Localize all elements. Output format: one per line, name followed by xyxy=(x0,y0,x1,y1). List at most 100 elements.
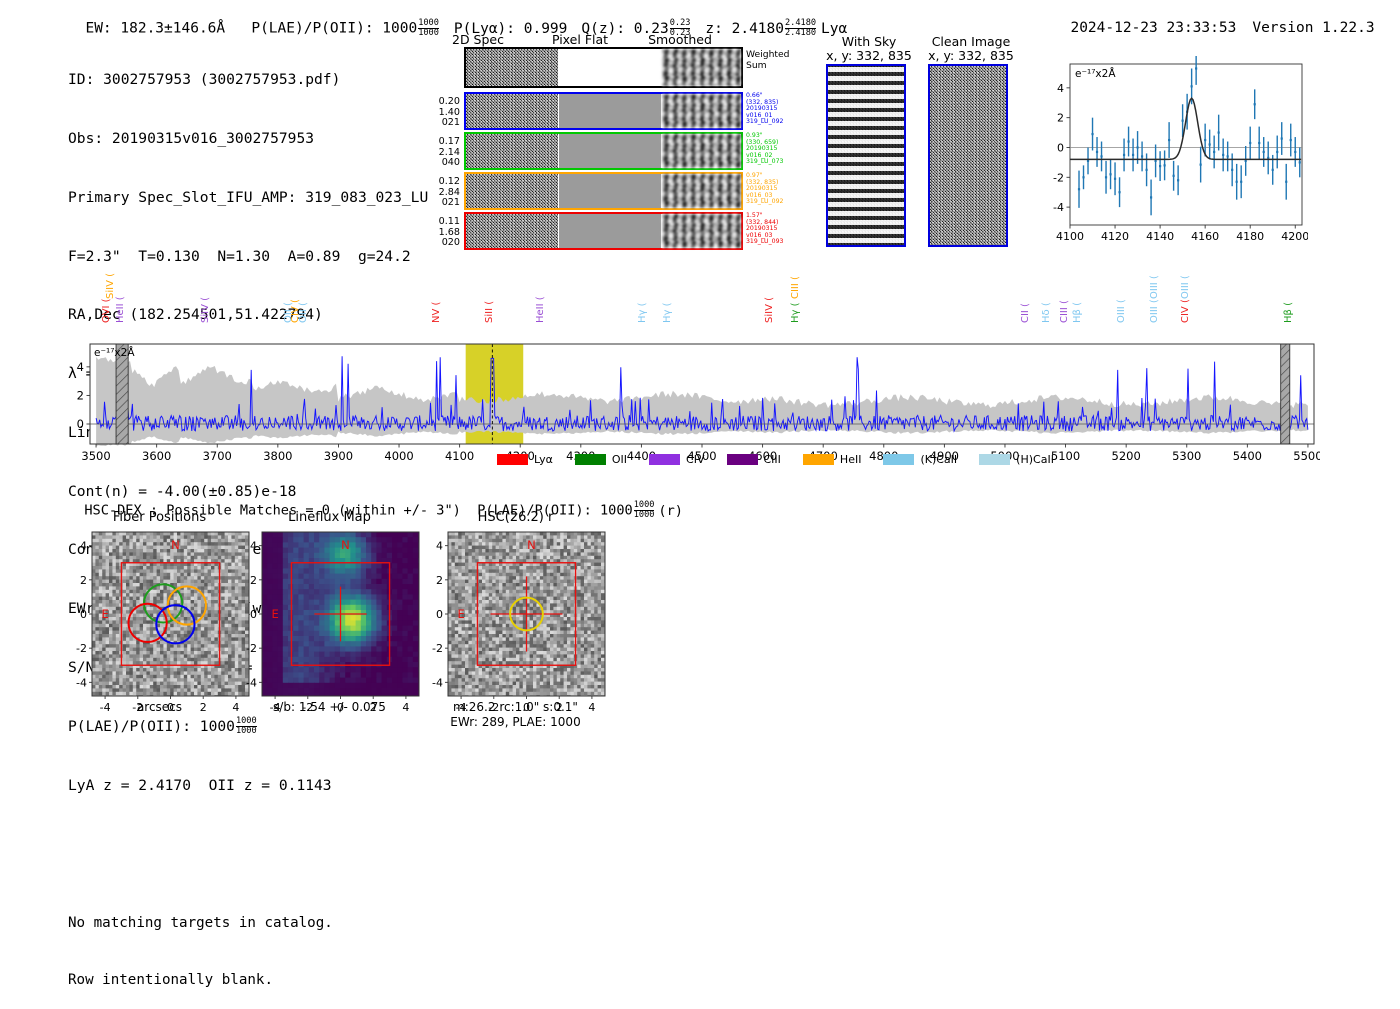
legend-swatch-civ xyxy=(649,454,680,465)
weighted-sum-smoothed xyxy=(662,49,741,86)
svg-text:4100: 4100 xyxy=(1056,230,1084,243)
legend-swatch-heii xyxy=(803,454,834,465)
fiber-row-smoothed xyxy=(662,214,741,248)
line-label-siii: SiII ( xyxy=(484,301,495,323)
info-line-id: ID: 3002757953 (3002757953.pdf) xyxy=(68,70,428,90)
line-label-ciii: CIII ( xyxy=(1059,300,1070,323)
svg-text:-2: -2 xyxy=(1053,171,1064,184)
svg-text:-2: -2 xyxy=(432,642,443,655)
svg-text:E: E xyxy=(101,607,108,621)
svg-text:4200: 4200 xyxy=(1281,230,1308,243)
svg-text:-4: -4 xyxy=(76,676,87,689)
cutout-clean-image: Clean Image x, y: 332, 835 xyxy=(928,34,1014,250)
footer-line-2: Row intentionally blank. xyxy=(68,971,333,990)
legend-label-ciii: CIII xyxy=(764,453,781,466)
legend-label-lyα: Lyα xyxy=(534,453,553,466)
svg-text:2: 2 xyxy=(250,574,257,587)
legend-swatch-hcaii xyxy=(979,454,1010,465)
legend-label-oii: OII xyxy=(612,453,627,466)
panel-fiber-positions-title: Fiber Positions xyxy=(62,510,257,525)
fiber-row-smoothed xyxy=(662,174,741,208)
svg-text:-2: -2 xyxy=(246,642,257,655)
line-label-oiii: OIII ( xyxy=(1116,299,1127,323)
spec2d-row-values: 0.17 2.14 040 xyxy=(430,137,460,169)
svg-text:5300: 5300 xyxy=(1172,449,1201,463)
panel-fiber-positions-xlabel: arcsecs xyxy=(62,700,257,714)
spec2d-fiber-row xyxy=(464,132,743,170)
info-line-obs: Obs: 20190315v016_3002757953 xyxy=(68,129,428,149)
svg-text:3900: 3900 xyxy=(324,449,353,463)
footer-block: No matching targets in catalog. Row inte… xyxy=(68,876,333,1009)
cutout-clean-title: Clean Image xyxy=(918,34,1024,49)
line-label-cii: CII ( xyxy=(1020,303,1031,323)
line-label-heii: HeII ( xyxy=(115,296,126,323)
svg-text:N: N xyxy=(171,538,180,552)
svg-text:2: 2 xyxy=(436,574,443,587)
full-spectrum-panel: 3500360037003800390040004100420043004400… xyxy=(60,272,1320,472)
legend-label-civ: CIV xyxy=(686,453,704,466)
svg-text:0: 0 xyxy=(1057,141,1064,154)
svg-text:5400: 5400 xyxy=(1233,449,1262,463)
spec2d-col-title-smoothed: Smoothed xyxy=(632,32,728,47)
spec2d-row-info: 0.93" (330, 659) 20190315 v016_02 319_LU… xyxy=(746,133,783,166)
cutout-with-sky-image xyxy=(826,64,906,247)
fiber-row-pixelflat xyxy=(559,214,661,248)
fiber-row-smoothed xyxy=(662,94,741,128)
svg-text:4: 4 xyxy=(1057,82,1064,95)
svg-text:3500: 3500 xyxy=(81,449,110,463)
legend-swatch-ciii xyxy=(727,454,758,465)
line-label-oiii: OIII ( xyxy=(1149,299,1160,323)
spec2d-row-info: 0.97" (332, 835) 20190315 v016_03 319_LU… xyxy=(746,173,783,206)
line-label-hγ: Hγ ( xyxy=(637,302,648,323)
svg-text:4: 4 xyxy=(436,540,443,553)
line-label-oiii: OIII ( xyxy=(1149,275,1160,299)
cutout-clean-subtitle: x, y: 332, 835 xyxy=(918,48,1024,63)
spec2d-fiber-row xyxy=(464,172,743,210)
svg-text:e⁻¹⁷x2Å: e⁻¹⁷x2Å xyxy=(1075,67,1116,80)
line-label-nv: NV ( xyxy=(431,302,442,323)
panel-hsc-r-xlabel: m:26.2 rc:1.0" s:0.1" xyxy=(418,700,613,714)
full-spectrum-line-labels: SiIV (OVI (HeII (SiIV (OII (CIV (OII (NV… xyxy=(60,272,1320,352)
svg-text:0: 0 xyxy=(80,608,87,621)
footer-line-1: No matching targets in catalog. xyxy=(68,914,333,933)
legend-label-heii: HeII xyxy=(840,453,862,466)
spec2d-weighted-sum-row xyxy=(464,47,743,88)
panel-lineflux-map-title: Lineflux Map xyxy=(232,510,427,525)
legend-label-hcaii: (H)CaII xyxy=(1016,453,1054,466)
svg-text:-4: -4 xyxy=(1053,201,1064,214)
legend-swatch-kcaii xyxy=(883,454,914,465)
legend-swatch-oii xyxy=(575,454,606,465)
spec2d-panel: 2D Spec Pixel Flat Smoothed Weighted Sum… xyxy=(430,32,760,257)
svg-text:4180: 4180 xyxy=(1236,230,1264,243)
spec2d-row-values: 0.20 1.40 021 xyxy=(430,97,460,129)
svg-text:0: 0 xyxy=(436,608,443,621)
svg-text:4100: 4100 xyxy=(445,449,474,463)
legend-label-kcaii: (K)CaII xyxy=(920,453,957,466)
panel-lineflux-map-xlabel: s/b: 1.54 +/- 0.075 xyxy=(232,700,427,714)
svg-text:0: 0 xyxy=(77,417,84,431)
svg-text:E: E xyxy=(271,607,278,621)
line-label-oii: OII ( xyxy=(298,302,309,323)
line-label-hδ: Hδ ( xyxy=(1041,302,1052,323)
line-label-hγ: Hγ ( xyxy=(790,302,801,323)
line-label-heii: HeII ( xyxy=(535,296,546,323)
info-line-specslot: Primary Spec_Slot_IFU_AMP: 319_083_023_L… xyxy=(68,188,428,208)
weighted-sum-2dspec xyxy=(466,49,558,86)
fiber-row-2dspec xyxy=(466,174,558,208)
svg-text:-4: -4 xyxy=(246,676,257,689)
svg-text:4120: 4120 xyxy=(1101,230,1129,243)
fiber-row-2dspec xyxy=(466,214,558,248)
svg-text:3800: 3800 xyxy=(263,449,292,463)
line-label-siiv: SiIV ( xyxy=(764,297,775,323)
spec2d-fiber-row xyxy=(464,212,743,250)
